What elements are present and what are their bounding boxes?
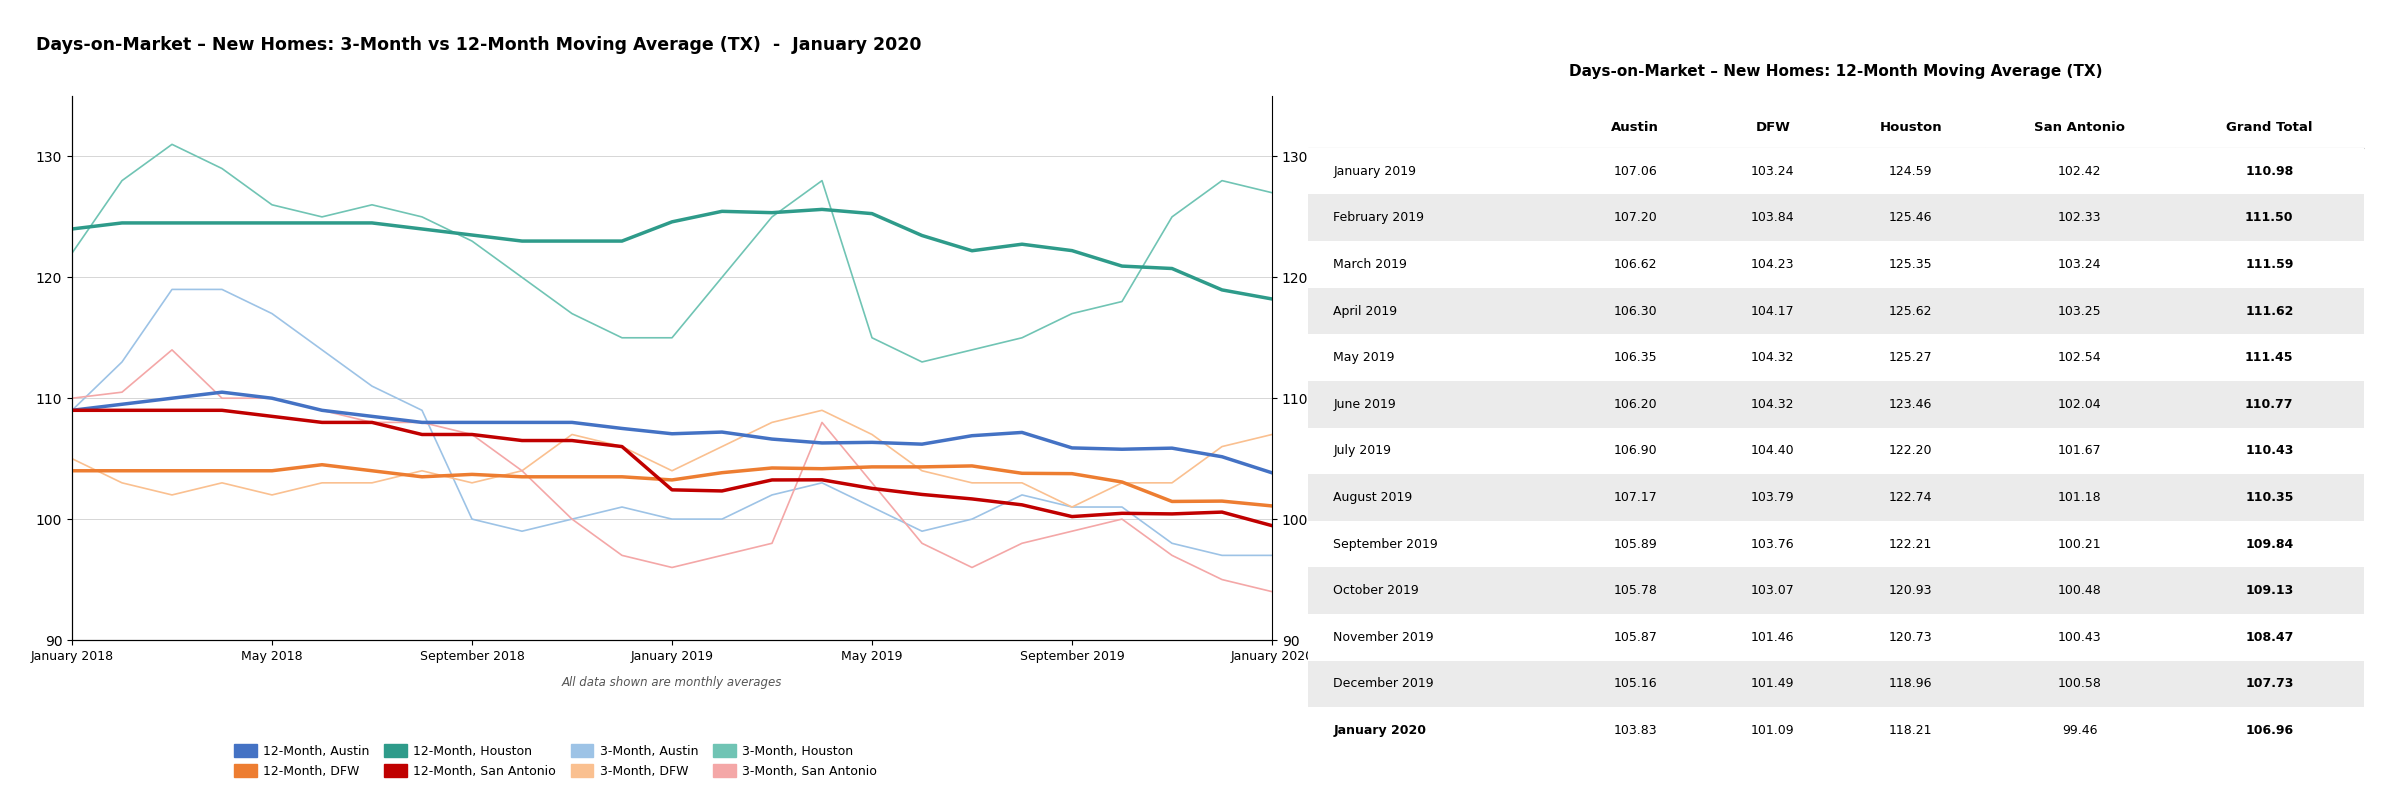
Text: Days-on-Market – New Homes: 12-Month Moving Average (TX): Days-on-Market – New Homes: 12-Month Mov… [1570,64,2102,79]
Text: All data shown are monthly averages: All data shown are monthly averages [562,676,782,689]
Legend: 12-Month, Austin, 12-Month, DFW, 12-Month, Houston, 12-Month, San Antonio, 3-Mon: 12-Month, Austin, 12-Month, DFW, 12-Mont… [235,744,876,778]
Text: Days-on-Market – New Homes: 3-Month vs 12-Month Moving Average (TX)  -  January : Days-on-Market – New Homes: 3-Month vs 1… [36,36,922,54]
